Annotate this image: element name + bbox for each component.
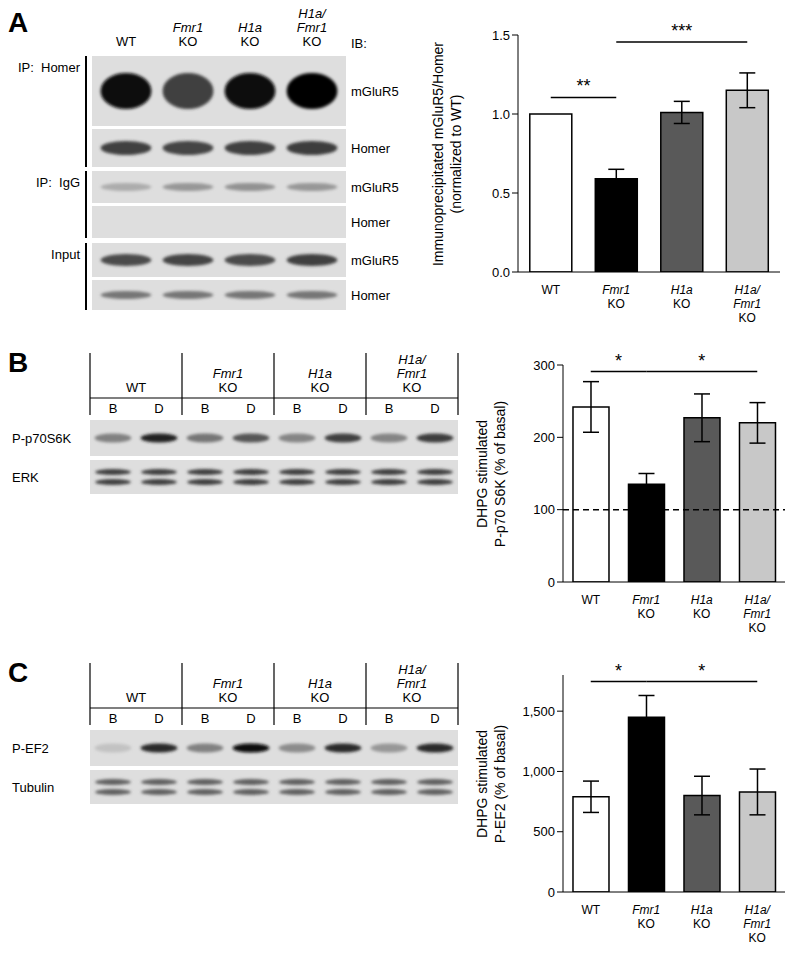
svg-text:*: * xyxy=(698,661,705,681)
svg-text:0: 0 xyxy=(548,575,555,590)
svg-text:1,500: 1,500 xyxy=(522,704,555,719)
svg-text:500: 500 xyxy=(533,824,555,839)
svg-text:B: B xyxy=(201,401,210,416)
svg-text:H1a/Fmr1KO: H1a/Fmr1KO xyxy=(733,283,761,325)
svg-text:mGluR5: mGluR5 xyxy=(351,84,399,99)
svg-text:H1a/Fmr1KO: H1a/Fmr1KO xyxy=(743,593,771,635)
svg-text:Fmr1KO: Fmr1KO xyxy=(213,366,243,395)
svg-text:WT: WT xyxy=(126,690,146,705)
svg-text:D: D xyxy=(338,711,347,726)
svg-text:D: D xyxy=(246,401,255,416)
svg-text:*: * xyxy=(698,351,705,371)
svg-text:H1aKO: H1aKO xyxy=(308,366,332,395)
svg-text:Fmr1KO: Fmr1KO xyxy=(632,903,660,931)
svg-text:*: * xyxy=(615,351,622,371)
svg-text:0: 0 xyxy=(548,885,555,900)
svg-text:B: B xyxy=(8,347,28,378)
svg-text:H1aKO: H1aKO xyxy=(238,20,262,49)
svg-text:H1aKO: H1aKO xyxy=(671,283,693,311)
svg-text:Fmr1KO: Fmr1KO xyxy=(632,593,660,621)
svg-text:WT: WT xyxy=(581,903,600,917)
svg-text:B: B xyxy=(109,401,118,416)
svg-text:Homer: Homer xyxy=(351,215,391,230)
svg-text:1.0: 1.0 xyxy=(492,107,510,122)
svg-text:WT: WT xyxy=(126,380,146,395)
html-text:DHPG stimulated: DHPG stimulated xyxy=(473,729,489,838)
svg-text:Homer: Homer xyxy=(351,288,391,303)
svg-text:H1a/Fmr1KO: H1a/Fmr1KO xyxy=(397,352,427,395)
svg-text:H1a/Fmr1KO: H1a/Fmr1KO xyxy=(397,662,427,705)
svg-text:WT: WT xyxy=(116,34,136,49)
html-text:P-p70 S6K (% of basal): P-p70 S6K (% of basal) xyxy=(491,400,507,547)
svg-text:B: B xyxy=(385,401,394,416)
svg-text:C: C xyxy=(8,657,28,688)
svg-text:mGluR5: mGluR5 xyxy=(351,253,399,268)
svg-text:H1a/Fmr1KO: H1a/Fmr1KO xyxy=(297,6,327,49)
svg-text:H1aKO: H1aKO xyxy=(308,676,332,705)
svg-text:0.0: 0.0 xyxy=(492,265,510,280)
svg-text:300: 300 xyxy=(533,358,555,373)
svg-text:1,000: 1,000 xyxy=(522,764,555,779)
svg-text:Fmr1KO: Fmr1KO xyxy=(173,20,203,49)
svg-text:IB:: IB: xyxy=(351,36,367,51)
svg-text:B: B xyxy=(293,711,302,726)
svg-text:D: D xyxy=(246,711,255,726)
svg-text:**: ** xyxy=(576,76,590,96)
svg-text:0.5: 0.5 xyxy=(492,186,510,201)
svg-text:WT: WT xyxy=(581,593,600,607)
svg-text:D: D xyxy=(154,711,163,726)
svg-text:*: * xyxy=(615,661,622,681)
svg-text:D: D xyxy=(154,401,163,416)
svg-text:B: B xyxy=(293,401,302,416)
svg-text:D: D xyxy=(430,711,439,726)
svg-text:P-p70S6K: P-p70S6K xyxy=(12,431,72,446)
svg-text:B: B xyxy=(109,711,118,726)
svg-text:B: B xyxy=(385,711,394,726)
svg-text:Tubulin: Tubulin xyxy=(12,780,54,795)
svg-text:Homer: Homer xyxy=(351,141,391,156)
svg-text:D: D xyxy=(430,401,439,416)
svg-text:IP: Homer: IP: Homer xyxy=(18,60,81,75)
html-text:(normalized to WT): (normalized to WT) xyxy=(447,94,463,213)
svg-text:P-EF2: P-EF2 xyxy=(12,741,49,756)
html-text:DHPG stimulated: DHPG stimulated xyxy=(473,419,489,528)
svg-text:1.5: 1.5 xyxy=(492,28,510,43)
svg-text:Fmr1KO: Fmr1KO xyxy=(213,676,243,705)
svg-text:mGluR5: mGluR5 xyxy=(351,180,399,195)
svg-text:H1aKO: H1aKO xyxy=(691,593,713,621)
svg-text:H1aKO: H1aKO xyxy=(691,903,713,931)
svg-text:ERK: ERK xyxy=(12,470,39,485)
svg-text:***: *** xyxy=(671,21,692,41)
svg-text:D: D xyxy=(338,401,347,416)
svg-text:A: A xyxy=(8,7,28,38)
svg-text:IP: IgG: IP: IgG xyxy=(36,175,80,190)
svg-text:Fmr1KO: Fmr1KO xyxy=(602,283,630,311)
svg-text:Input: Input xyxy=(51,247,80,262)
svg-text:100: 100 xyxy=(533,502,555,517)
svg-text:H1a/Fmr1KO: H1a/Fmr1KO xyxy=(743,903,771,945)
html-text:Immunoprecipitated mGluR5/Home: Immunoprecipitated mGluR5/Homer xyxy=(429,41,445,266)
svg-text:B: B xyxy=(201,711,210,726)
svg-text:WT: WT xyxy=(541,283,560,297)
svg-text:200: 200 xyxy=(533,430,555,445)
html-text:P-EF2 (% of basal): P-EF2 (% of basal) xyxy=(491,724,507,843)
